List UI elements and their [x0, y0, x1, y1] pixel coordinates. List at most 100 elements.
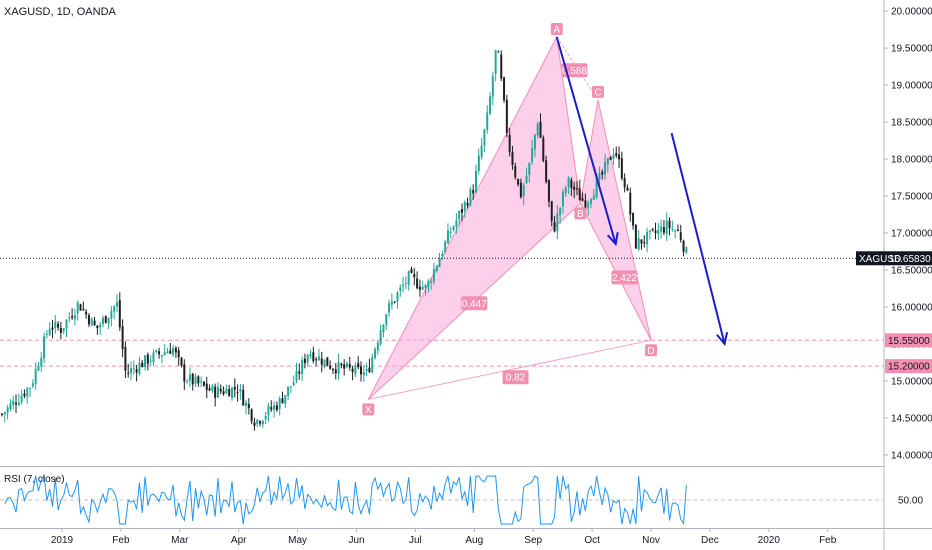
- candle-body: [343, 364, 346, 369]
- pattern-point-label: X: [365, 405, 372, 416]
- candle-body: [236, 391, 239, 393]
- candle-body: [632, 213, 635, 226]
- candle-body: [559, 207, 562, 216]
- candle-body: [57, 323, 60, 328]
- pattern-ratio-label: 0.447: [462, 299, 487, 310]
- candle-body: [648, 230, 651, 233]
- candle-body: [20, 395, 23, 403]
- candle-body: [329, 365, 332, 369]
- level-value-label: 15.20000: [888, 362, 930, 373]
- candle-body: [441, 253, 444, 257]
- candle-body: [390, 301, 393, 305]
- candle-body: [214, 386, 217, 398]
- candle-body: [668, 220, 671, 229]
- candle-body: [413, 273, 416, 278]
- candle-body: [455, 220, 458, 227]
- candle-body: [138, 362, 141, 375]
- pattern-ratio-box: [461, 296, 488, 311]
- candle-body: [660, 226, 663, 232]
- candle-body: [40, 357, 43, 367]
- pattern-point-marker: [550, 22, 563, 35]
- candle-body: [216, 387, 219, 398]
- candle-body: [545, 160, 548, 182]
- rsi-line: [4, 474, 687, 525]
- candle-body: [270, 407, 273, 410]
- candle-body: [404, 282, 407, 284]
- candle-body: [491, 75, 494, 97]
- candle-body: [17, 402, 20, 405]
- candle-body: [517, 178, 520, 185]
- x-tick-label: 2019: [51, 535, 74, 546]
- candle-body: [295, 371, 298, 381]
- candle-body: [141, 362, 144, 368]
- candle-body: [160, 355, 163, 357]
- candle-body: [357, 362, 360, 368]
- x-tick-label: May: [288, 535, 307, 546]
- y-tick-label: 16.50000: [891, 265, 932, 276]
- candle-body: [15, 402, 18, 405]
- candle-body: [172, 347, 175, 355]
- candle-body: [130, 368, 133, 374]
- candle-body: [646, 231, 649, 245]
- candle-body: [191, 373, 194, 385]
- pattern-bcd-triangle: [579, 99, 652, 341]
- candle-body: [446, 230, 449, 244]
- chart-title: XAGUSD, 1D, OANDA: [4, 6, 116, 18]
- candle-body: [73, 314, 76, 320]
- y-tick-label: 15.00000: [891, 376, 932, 387]
- candle-body: [180, 357, 183, 366]
- candle-body: [188, 374, 191, 381]
- candle-body: [155, 350, 158, 353]
- candle-body: [54, 321, 57, 328]
- pattern-point-label: D: [647, 346, 654, 357]
- candle-body: [259, 421, 262, 424]
- pattern-ratio-box: [502, 370, 529, 385]
- candle-body: [601, 171, 604, 175]
- candle-body: [90, 318, 93, 326]
- y-tick-label: 17.50000: [891, 192, 932, 203]
- candle-body: [435, 266, 438, 271]
- candle-body: [427, 280, 430, 288]
- candle-body: [452, 226, 455, 231]
- level-value-label: 15.55000: [888, 336, 930, 347]
- candle-body: [354, 365, 357, 375]
- x-tick-label: Jun: [348, 535, 364, 546]
- candle-body: [345, 363, 348, 367]
- x-tick-label: Oct: [584, 535, 600, 546]
- candle-body: [522, 185, 525, 197]
- pattern-point-marker: [645, 344, 657, 357]
- candle-body: [671, 228, 674, 230]
- candle-body: [475, 170, 478, 193]
- candle-body: [368, 367, 371, 373]
- candle-body: [460, 209, 463, 213]
- candle-body: [29, 388, 32, 390]
- candle-body: [539, 121, 542, 138]
- candle-body: [604, 162, 607, 175]
- candle-body: [430, 281, 433, 283]
- candle-body: [348, 363, 351, 368]
- candle-body: [163, 352, 166, 355]
- candle-body: [121, 326, 124, 350]
- candle-body: [573, 186, 576, 190]
- candle-body: [497, 51, 500, 53]
- candle-body: [144, 355, 147, 368]
- candle-body: [418, 286, 421, 290]
- candle-body: [503, 77, 506, 101]
- candle-body: [399, 287, 402, 292]
- candle-body: [598, 173, 601, 180]
- candle-body: [174, 347, 177, 353]
- pattern-point-label: C: [594, 87, 601, 98]
- x-tick-label: Jul: [409, 535, 422, 546]
- candle-body: [662, 227, 665, 233]
- candle-body: [340, 363, 343, 366]
- pattern-ratio-label: 0.588: [562, 66, 587, 77]
- candle-body: [250, 409, 253, 422]
- pattern-xab-triangle: [367, 35, 581, 400]
- candle-body: [674, 230, 677, 232]
- x-tick-label: 2020: [758, 535, 781, 546]
- candle-body: [267, 406, 270, 416]
- level-tag: [885, 333, 932, 348]
- candle-body: [651, 229, 654, 231]
- candle-body: [113, 306, 116, 312]
